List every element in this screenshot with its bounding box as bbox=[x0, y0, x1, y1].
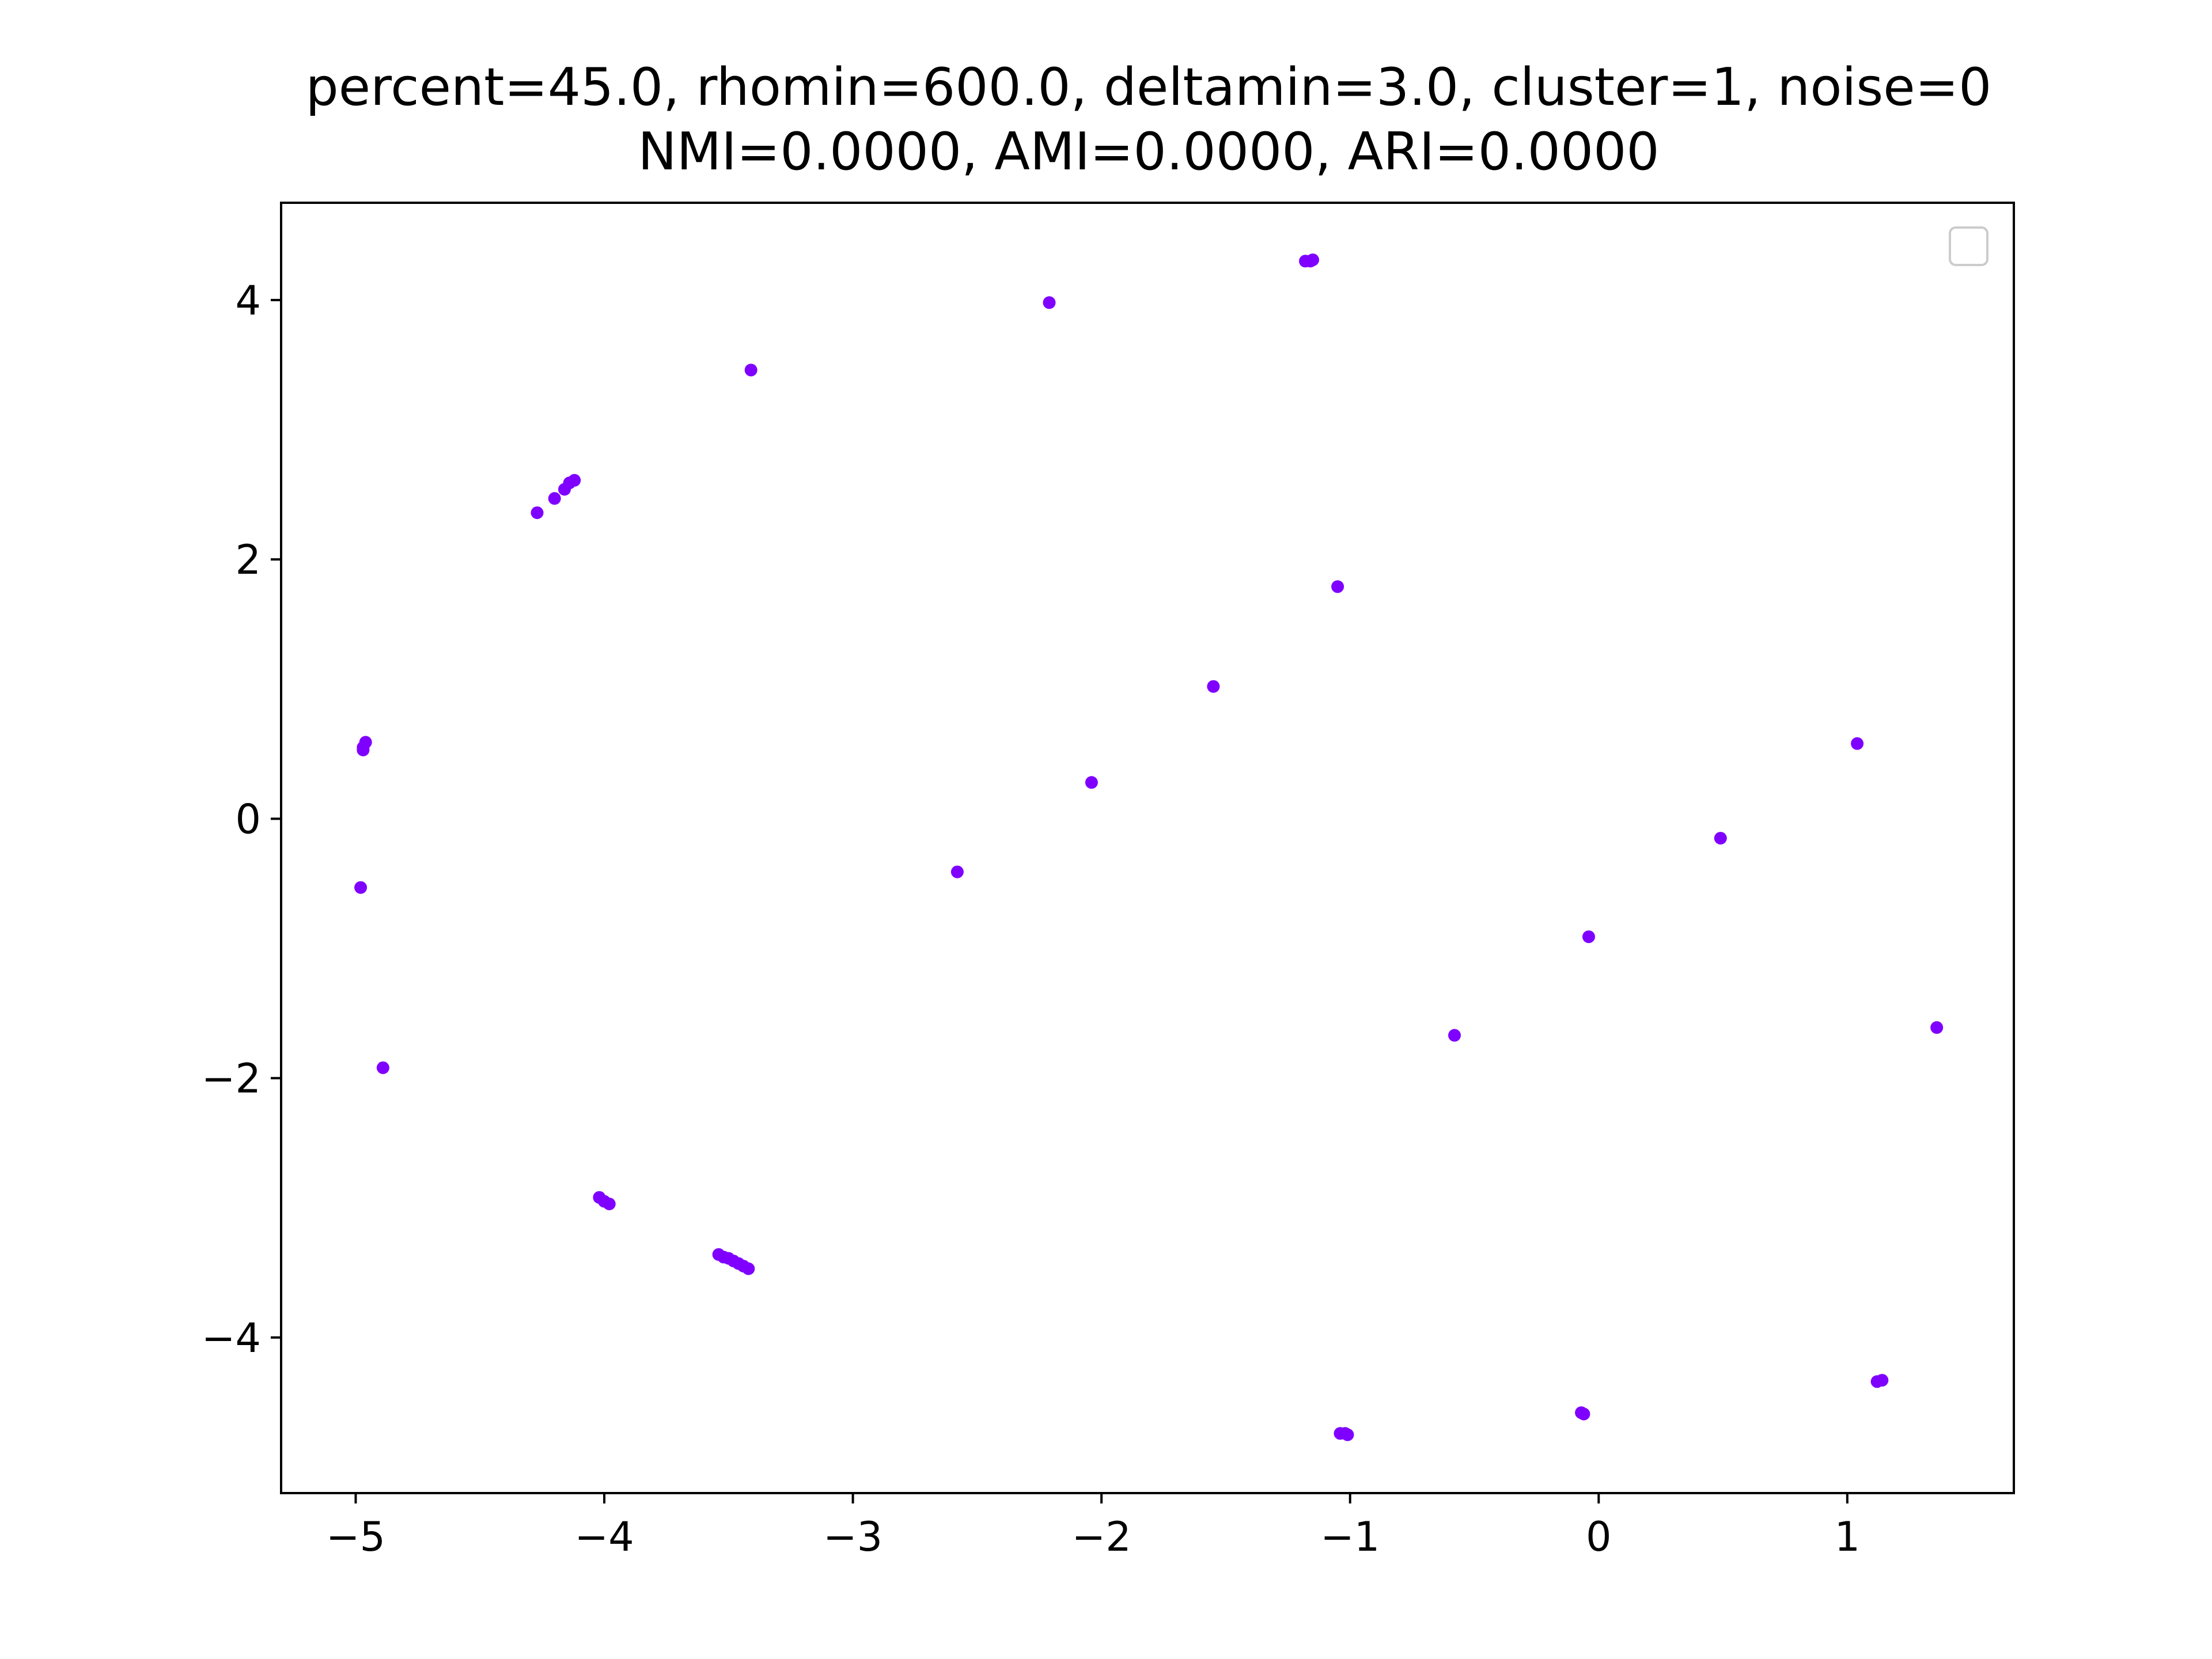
data-point bbox=[357, 744, 370, 756]
chart-title-line-2: NMI=0.0000, AMI=0.0000, ARI=0.0000 bbox=[638, 122, 1659, 182]
data-point bbox=[1207, 680, 1220, 693]
data-point bbox=[1043, 296, 1056, 309]
y-tick-label: 4 bbox=[235, 277, 261, 324]
x-tick-label: 0 bbox=[1586, 1513, 1612, 1560]
x-tick-label: 1 bbox=[1835, 1513, 1861, 1560]
data-points bbox=[354, 253, 1944, 1441]
y-tick-label: −2 bbox=[202, 1055, 261, 1103]
data-point bbox=[603, 1198, 616, 1210]
data-point bbox=[548, 492, 561, 505]
data-point bbox=[1577, 1407, 1590, 1421]
plot-area-frame bbox=[280, 202, 2015, 1494]
data-point bbox=[1085, 776, 1098, 789]
y-tick-label: 2 bbox=[235, 536, 261, 584]
data-point bbox=[1331, 580, 1344, 593]
data-point bbox=[1876, 1374, 1889, 1387]
data-point bbox=[950, 865, 964, 878]
x-tick-label: −5 bbox=[326, 1513, 385, 1560]
data-point bbox=[1582, 930, 1595, 944]
data-point bbox=[1714, 832, 1727, 845]
data-point bbox=[558, 483, 571, 496]
data-point bbox=[1306, 253, 1319, 267]
x-tick-label: −4 bbox=[574, 1513, 634, 1560]
x-tick-label: −1 bbox=[1320, 1513, 1380, 1560]
x-tick-label: −3 bbox=[823, 1513, 882, 1560]
empty-legend-box bbox=[1949, 226, 1988, 266]
data-point bbox=[742, 1262, 755, 1275]
x-tick-label: −2 bbox=[1072, 1513, 1131, 1560]
y-tick-label: 0 bbox=[235, 796, 261, 843]
data-point bbox=[1341, 1428, 1354, 1441]
data-point bbox=[354, 881, 368, 894]
data-point bbox=[744, 363, 757, 377]
data-point bbox=[1448, 1029, 1461, 1042]
y-axis-ticks: 4 2 0 −2 −4 bbox=[202, 277, 281, 1362]
data-point bbox=[1930, 1021, 1944, 1034]
x-axis-ticks: −5 −4 −3 −2 −1 0 1 bbox=[326, 1493, 1860, 1560]
y-tick-label: −4 bbox=[202, 1315, 261, 1362]
data-point bbox=[1851, 737, 1864, 750]
chart-title-line-1: percent=45.0, rhomin=600.0, deltamin=3.0… bbox=[306, 57, 1992, 118]
data-point bbox=[376, 1061, 389, 1074]
data-point bbox=[531, 506, 544, 520]
